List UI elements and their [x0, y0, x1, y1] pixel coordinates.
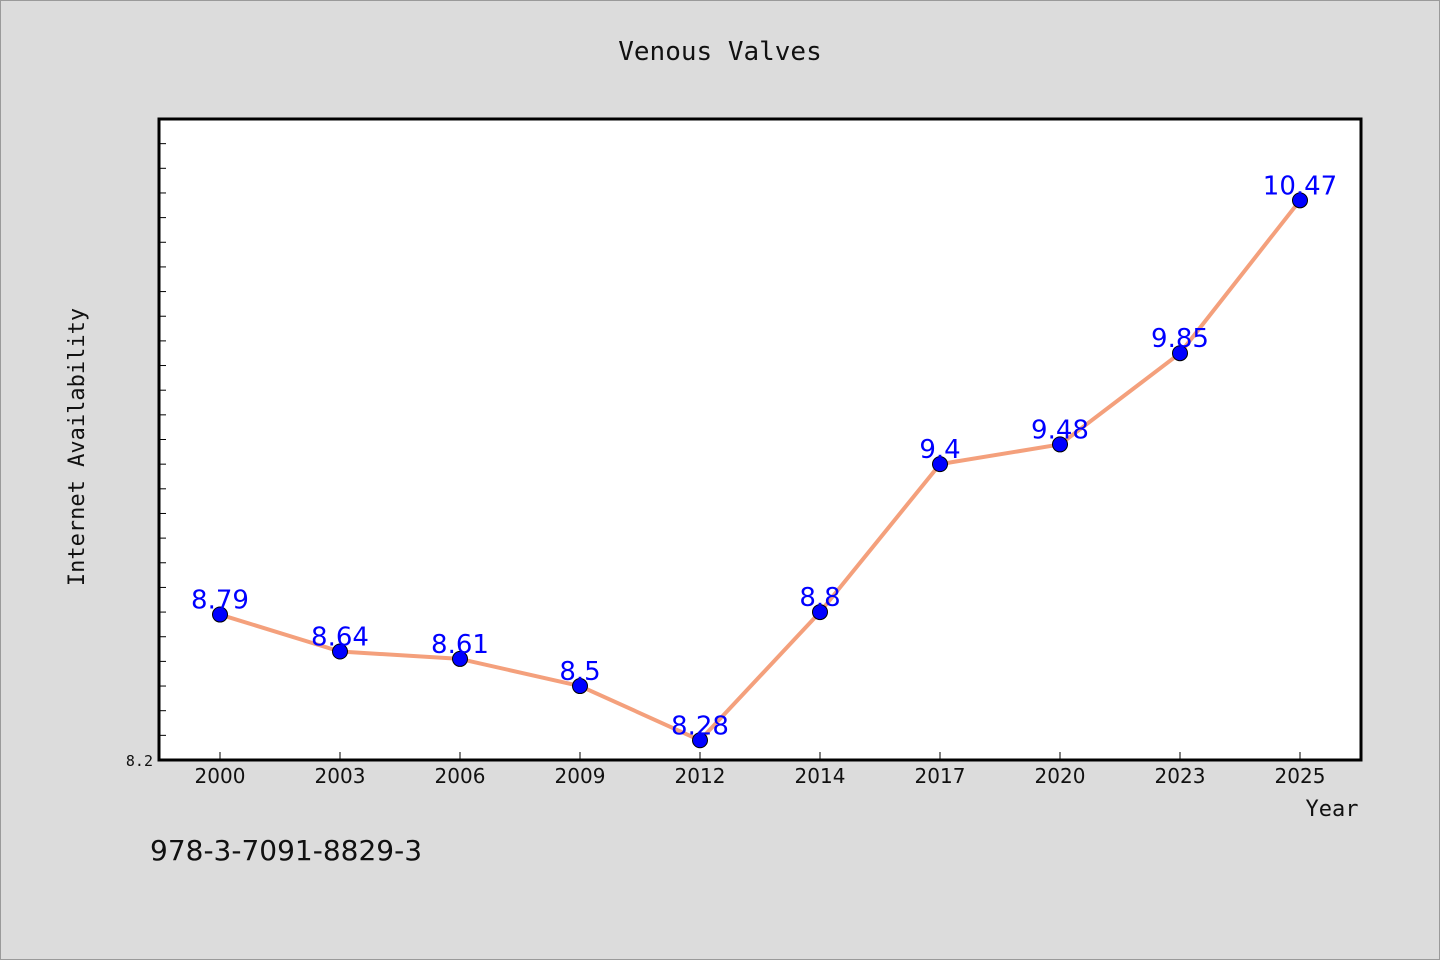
x-axis-ticks: 2000 2003 2006 2009 2012 2014 2017 2020 2023 2025: [195, 752, 1326, 788]
y-axis-ticks: 8.2: [126, 143, 166, 770]
data-label: 8.5: [559, 657, 600, 687]
data-label: 10.47: [1263, 171, 1337, 201]
plot-area: [157, 117, 1363, 762]
x-tick-label: 2000: [195, 764, 246, 788]
x-tick-label: 2014: [795, 764, 846, 788]
data-label: 8.64: [311, 623, 369, 653]
data-point: [572, 678, 588, 695]
x-tick-label: 2009: [555, 764, 606, 788]
x-tick-label: 2003: [315, 764, 366, 788]
data-point: [332, 643, 348, 660]
x-tick-label: 2023: [1155, 764, 1206, 788]
x-tick-label: 2017: [915, 764, 966, 788]
data-point: [1172, 345, 1188, 362]
data-point: [1292, 192, 1308, 209]
data-labels: 8.79 8.64 8.61 8.5 8.28 8.8 9.4 9.48 9.85 10.47: [191, 171, 1337, 741]
x-tick-label: 2006: [435, 764, 486, 788]
y-tick-label: 8.2: [126, 752, 153, 770]
data-label: 8.61: [431, 630, 489, 660]
data-point: [1052, 436, 1068, 453]
data-label: 8.79: [191, 586, 249, 616]
data-point: [812, 604, 828, 621]
data-point: [212, 606, 228, 623]
y-axis-label: Internet Availability: [65, 308, 90, 586]
series-layer: [212, 192, 1308, 749]
x-tick-label: 2012: [675, 764, 726, 788]
data-label: 8.8: [799, 583, 840, 613]
x-axis-label: Year: [1306, 797, 1359, 822]
data-label: 9.48: [1031, 415, 1089, 445]
data-label: 9.85: [1151, 324, 1209, 354]
data-point: [932, 456, 948, 473]
x-tick-label: 2020: [1035, 764, 1086, 788]
series-line: [218, 198, 1302, 743]
data-label: 8.28: [671, 711, 729, 741]
data-point: [692, 732, 708, 749]
data-label: 9.4: [919, 435, 960, 465]
isbn-text: 978-3-7091-8829-3: [150, 834, 423, 867]
data-point: [452, 650, 468, 667]
chart-title: Venous Valves: [618, 37, 822, 67]
x-tick-label: 2025: [1275, 764, 1326, 788]
